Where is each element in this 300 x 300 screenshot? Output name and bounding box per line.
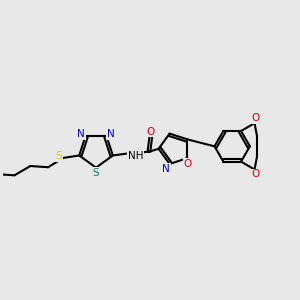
Text: O: O	[146, 127, 154, 137]
Text: NH: NH	[128, 151, 143, 161]
Text: O: O	[252, 113, 260, 123]
Text: N: N	[77, 130, 85, 140]
Text: N: N	[162, 164, 170, 174]
Text: N: N	[107, 130, 115, 140]
Text: O: O	[252, 169, 260, 179]
Text: O: O	[184, 158, 192, 169]
Text: S: S	[56, 151, 62, 161]
Text: S: S	[93, 168, 99, 178]
